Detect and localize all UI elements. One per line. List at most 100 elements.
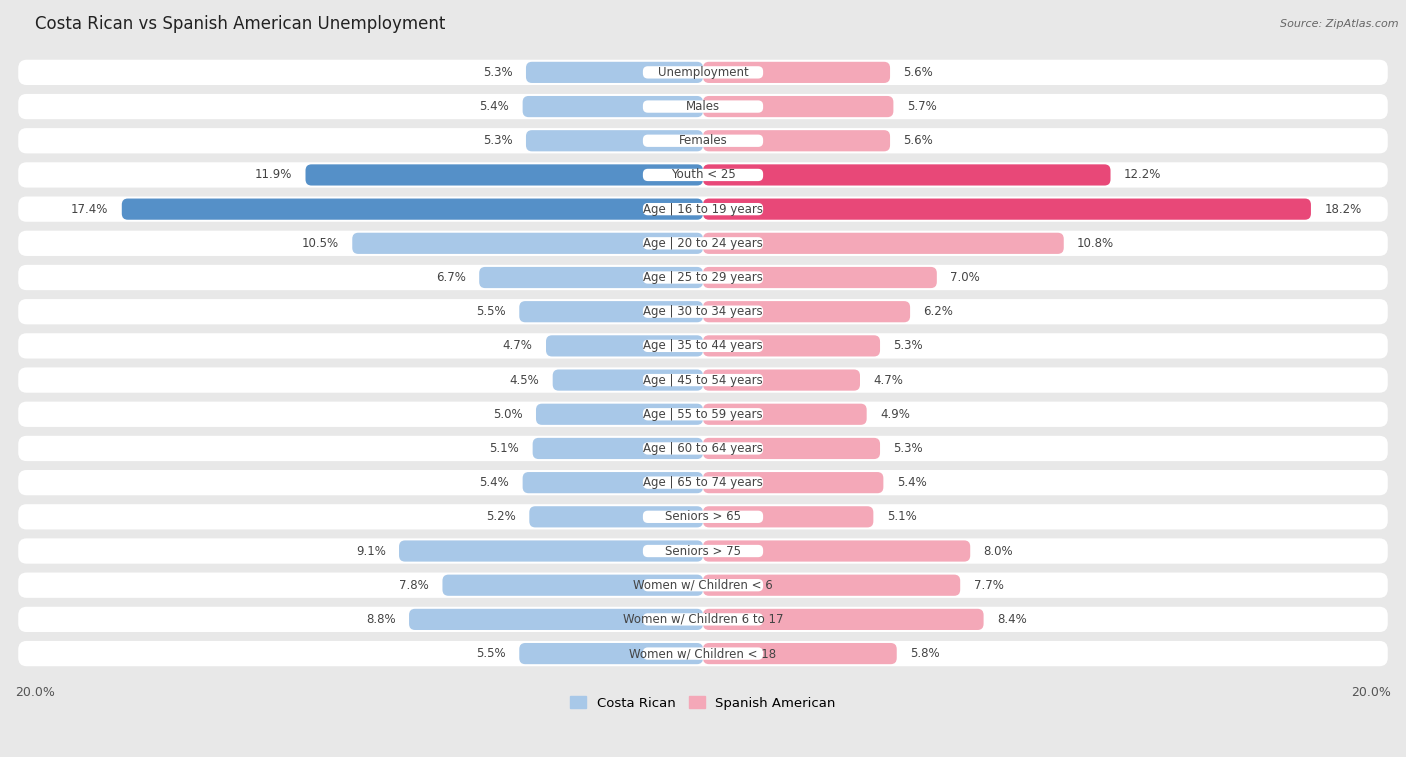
Text: 7.7%: 7.7% [973, 578, 1004, 592]
Text: 10.5%: 10.5% [302, 237, 339, 250]
Text: 17.4%: 17.4% [72, 203, 108, 216]
Text: Age | 55 to 59 years: Age | 55 to 59 years [643, 408, 763, 421]
Text: 8.0%: 8.0% [984, 544, 1014, 557]
Text: 4.7%: 4.7% [873, 373, 903, 387]
FancyBboxPatch shape [703, 267, 936, 288]
FancyBboxPatch shape [703, 438, 880, 459]
Text: 8.8%: 8.8% [366, 613, 395, 626]
FancyBboxPatch shape [529, 506, 703, 528]
Text: 5.3%: 5.3% [893, 442, 922, 455]
FancyBboxPatch shape [519, 301, 703, 322]
FancyBboxPatch shape [703, 164, 1111, 185]
Text: 5.4%: 5.4% [479, 100, 509, 113]
Text: 5.1%: 5.1% [887, 510, 917, 523]
Text: Age | 45 to 54 years: Age | 45 to 54 years [643, 373, 763, 387]
Text: Source: ZipAtlas.com: Source: ZipAtlas.com [1281, 19, 1399, 29]
FancyBboxPatch shape [18, 607, 1388, 632]
FancyBboxPatch shape [643, 340, 763, 352]
FancyBboxPatch shape [643, 66, 763, 79]
Text: 5.5%: 5.5% [477, 305, 506, 318]
FancyBboxPatch shape [479, 267, 703, 288]
FancyBboxPatch shape [18, 436, 1388, 461]
Text: 7.0%: 7.0% [950, 271, 980, 284]
FancyBboxPatch shape [703, 335, 880, 357]
FancyBboxPatch shape [526, 62, 703, 83]
Text: 5.2%: 5.2% [486, 510, 516, 523]
Text: 12.2%: 12.2% [1123, 169, 1161, 182]
FancyBboxPatch shape [703, 643, 897, 664]
FancyBboxPatch shape [18, 402, 1388, 427]
FancyBboxPatch shape [643, 613, 763, 625]
FancyBboxPatch shape [526, 130, 703, 151]
FancyBboxPatch shape [536, 403, 703, 425]
FancyBboxPatch shape [643, 647, 763, 660]
FancyBboxPatch shape [18, 470, 1388, 495]
Text: 11.9%: 11.9% [254, 169, 292, 182]
FancyBboxPatch shape [643, 476, 763, 489]
Text: 5.7%: 5.7% [907, 100, 936, 113]
Text: Costa Rican vs Spanish American Unemployment: Costa Rican vs Spanish American Unemploy… [35, 15, 446, 33]
FancyBboxPatch shape [703, 472, 883, 494]
FancyBboxPatch shape [18, 94, 1388, 119]
Text: 7.8%: 7.8% [399, 578, 429, 592]
FancyBboxPatch shape [18, 60, 1388, 85]
Text: 5.8%: 5.8% [910, 647, 939, 660]
Text: Age | 30 to 34 years: Age | 30 to 34 years [643, 305, 763, 318]
FancyBboxPatch shape [643, 306, 763, 318]
Text: Age | 35 to 44 years: Age | 35 to 44 years [643, 339, 763, 353]
Text: 18.2%: 18.2% [1324, 203, 1361, 216]
Text: Unemployment: Unemployment [658, 66, 748, 79]
FancyBboxPatch shape [18, 641, 1388, 666]
FancyBboxPatch shape [18, 504, 1388, 529]
FancyBboxPatch shape [703, 609, 984, 630]
FancyBboxPatch shape [703, 540, 970, 562]
FancyBboxPatch shape [533, 438, 703, 459]
Text: 5.3%: 5.3% [484, 134, 513, 148]
FancyBboxPatch shape [643, 545, 763, 557]
FancyBboxPatch shape [519, 643, 703, 664]
FancyBboxPatch shape [703, 575, 960, 596]
FancyBboxPatch shape [18, 538, 1388, 564]
Text: Youth < 25: Youth < 25 [671, 169, 735, 182]
Text: Females: Females [679, 134, 727, 148]
Text: Seniors > 65: Seniors > 65 [665, 510, 741, 523]
FancyBboxPatch shape [643, 579, 763, 591]
Text: Seniors > 75: Seniors > 75 [665, 544, 741, 557]
FancyBboxPatch shape [703, 301, 910, 322]
FancyBboxPatch shape [18, 265, 1388, 290]
FancyBboxPatch shape [703, 369, 860, 391]
Text: 5.1%: 5.1% [489, 442, 519, 455]
Text: 6.7%: 6.7% [436, 271, 465, 284]
Text: 4.7%: 4.7% [503, 339, 533, 353]
FancyBboxPatch shape [703, 198, 1310, 220]
Text: Age | 60 to 64 years: Age | 60 to 64 years [643, 442, 763, 455]
Text: 5.3%: 5.3% [484, 66, 513, 79]
FancyBboxPatch shape [18, 299, 1388, 324]
Text: 9.1%: 9.1% [356, 544, 385, 557]
FancyBboxPatch shape [18, 197, 1388, 222]
FancyBboxPatch shape [546, 335, 703, 357]
FancyBboxPatch shape [18, 333, 1388, 359]
Text: Women w/ Children < 18: Women w/ Children < 18 [630, 647, 776, 660]
Text: Age | 65 to 74 years: Age | 65 to 74 years [643, 476, 763, 489]
Text: Age | 16 to 19 years: Age | 16 to 19 years [643, 203, 763, 216]
Text: 6.2%: 6.2% [924, 305, 953, 318]
FancyBboxPatch shape [643, 237, 763, 250]
Text: 4.9%: 4.9% [880, 408, 910, 421]
FancyBboxPatch shape [703, 62, 890, 83]
FancyBboxPatch shape [18, 128, 1388, 154]
FancyBboxPatch shape [643, 101, 763, 113]
FancyBboxPatch shape [643, 442, 763, 455]
Text: Males: Males [686, 100, 720, 113]
FancyBboxPatch shape [353, 232, 703, 254]
Text: 5.6%: 5.6% [904, 134, 934, 148]
FancyBboxPatch shape [703, 506, 873, 528]
FancyBboxPatch shape [399, 540, 703, 562]
Text: 5.5%: 5.5% [477, 647, 506, 660]
FancyBboxPatch shape [305, 164, 703, 185]
Text: Age | 25 to 29 years: Age | 25 to 29 years [643, 271, 763, 284]
FancyBboxPatch shape [703, 232, 1064, 254]
FancyBboxPatch shape [643, 271, 763, 284]
FancyBboxPatch shape [703, 130, 890, 151]
FancyBboxPatch shape [18, 231, 1388, 256]
